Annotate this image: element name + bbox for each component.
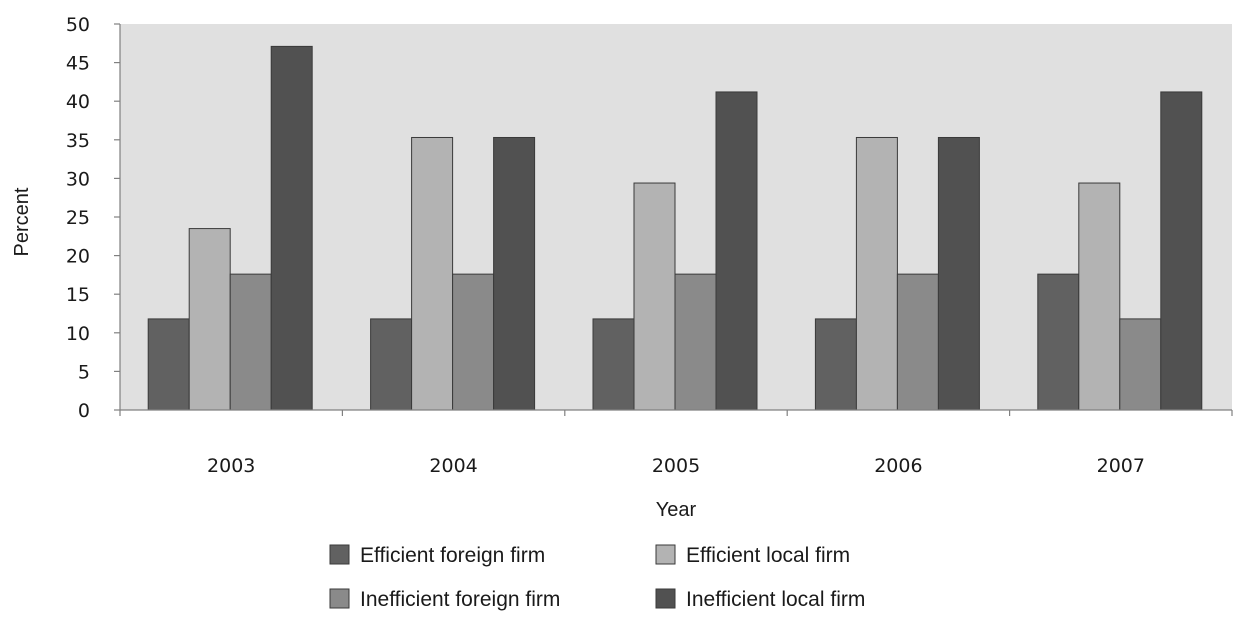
x-tick-label: 2003 [207,455,255,477]
legend-swatch [329,544,350,565]
axes-group [114,23,1233,416]
legend-label: Inefficient local firm [686,588,865,611]
bar-2007-inefficient-foreign-firm [1119,318,1162,411]
x-tick-label: 2006 [874,455,922,477]
x-tick-label: 2004 [429,455,477,477]
legend-swatch [329,588,350,609]
legend-label: Inefficient foreign firm [360,588,560,611]
y-tick-label: 30 [66,168,90,190]
y-tick-label: 20 [66,246,90,268]
y-tick-label: 25 [66,207,90,229]
x-tick-labels: 2003 2004 2005 2006 2007 [207,455,1145,477]
y-tick-label: 45 [66,53,90,75]
y-axis-title: Percent [11,187,33,256]
y-tick-label: 35 [66,130,90,152]
bar-2005-inefficient-foreign-firm [674,273,717,411]
bar-2003-efficient-foreign-firm [147,318,190,411]
bar-2007-efficient-foreign-firm [1037,273,1080,411]
y-tick-label: 5 [78,361,90,383]
y-tick-labels: 0 5 10 15 20 25 30 35 40 45 50 [66,14,90,422]
bar-2004-inefficient-foreign-firm [452,273,495,411]
bars-group [147,45,1203,411]
legend-swatch [655,588,676,609]
legend-label: Efficient foreign firm [360,544,545,567]
y-tick-label: 0 [78,400,90,422]
bar-2006-efficient-local-firm [855,136,898,411]
y-tick-label: 40 [66,91,90,113]
bar-2006-efficient-foreign-firm [814,318,857,411]
bar-2004-efficient-local-firm [411,136,454,411]
bar-2007-efficient-local-firm [1078,182,1121,411]
y-tick-label: 50 [66,14,90,36]
x-tick-label: 2005 [652,455,700,477]
bar-2005-inefficient-local-firm [715,91,758,411]
bar-2004-efficient-foreign-firm [370,318,413,411]
bar-2004-inefficient-local-firm [493,136,536,411]
x-axis-title: Year [656,499,697,521]
legend-swatch [655,544,676,565]
bar-2005-efficient-local-firm [633,182,676,411]
bar-2007-inefficient-local-firm [1160,91,1203,411]
bar-2005-efficient-foreign-firm [592,318,635,411]
legend-label: Efficient local firm [686,544,850,567]
bar-2003-inefficient-foreign-firm [229,273,272,411]
bar-2006-inefficient-foreign-firm [896,273,939,411]
x-tick-label: 2007 [1097,455,1145,477]
bar-2006-inefficient-local-firm [937,136,980,411]
legend: Efficient foreign firm Efficient local fi… [329,544,865,611]
bar-2003-inefficient-local-firm [270,45,313,411]
y-tick-label: 15 [66,284,90,306]
bar-2003-efficient-local-firm [188,228,231,411]
y-tick-label: 10 [66,323,90,345]
